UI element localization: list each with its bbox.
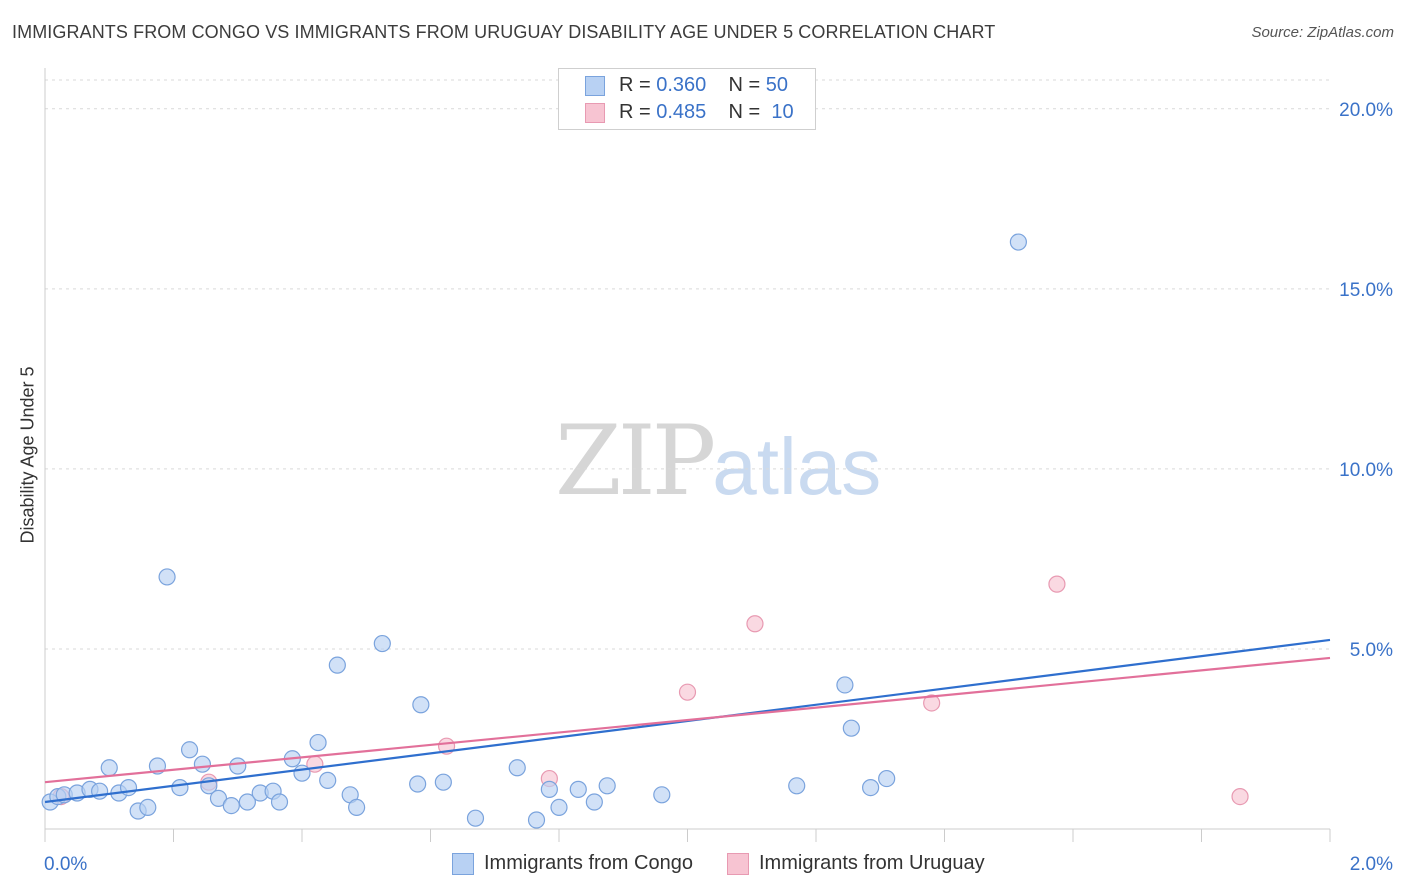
watermark-zip: ZIP [555,405,716,517]
congo-point [100,759,118,777]
congo-point [540,780,558,798]
axis-layer [44,68,1331,842]
congo-point [328,656,346,674]
legend-swatch-congo [585,76,605,96]
congo-point [527,811,546,829]
uruguay-point [678,683,697,701]
uruguay-point [746,615,764,633]
legend-text-congo: R = 0.360 N = 50 [619,74,788,97]
congo-point [862,778,880,797]
y-tick-label: 15.0% [1339,280,1393,301]
congo-point [1009,233,1027,251]
congo-point [293,764,311,782]
bottom-legend-swatch-congo [452,853,474,875]
source-label: Source: ZipAtlas.com [1251,24,1394,41]
x-tick-label: 2.0% [1350,854,1393,875]
n-label: N = [728,74,761,96]
congo-point [836,676,854,694]
r-label: R = [619,101,651,123]
congo-point [550,798,568,816]
watermark-atlas: atlas [712,422,882,511]
uruguay-point [1231,787,1249,806]
bottom-legend-label-congo: Immigrants from Congo [484,852,693,874]
legend-text-uruguay: R = 0.485 N = 10 [619,101,794,124]
congo-point [139,798,157,816]
x-tick-label: 0.0% [44,854,87,875]
n-value-uruguay: 10 [771,101,794,123]
y-tick-label: 5.0% [1350,640,1393,661]
bottom-legend-swatch-uruguay [727,853,749,875]
congo-point [222,796,240,815]
congo-point [653,786,671,804]
congo-point [180,741,199,759]
bottom-legend-label-uruguay: Immigrants from Uruguay [759,852,985,874]
r-label: R = [619,74,651,96]
y-tick-label: 20.0% [1339,100,1393,121]
congo-point [598,777,616,795]
congo-point [193,755,212,773]
chart-title: IMMIGRANTS FROM CONGO VS IMMIGRANTS FROM… [12,22,996,42]
congo-point [209,789,228,807]
congo-point [409,775,427,793]
n-label: N = [728,101,761,123]
congo-point [171,778,189,797]
r-value-uruguay: 0.485 [656,101,707,123]
y-tick-label: 10.0% [1339,460,1393,481]
congo-point [508,759,526,777]
correlation-legend: R = 0.360 N = 50 R = 0.485 N = 10 [558,68,816,130]
congo-point [319,771,337,789]
congo-point [585,793,603,811]
congo-point [309,733,327,752]
watermark: ZIPatlas [555,405,881,517]
congo-point [878,769,896,788]
uruguay-point [1048,575,1066,593]
y-axis-label: Disability Age Under 5 [17,366,38,544]
uruguay-point [923,694,941,712]
r-value-congo: 0.360 [656,74,707,96]
point-layer [41,233,1249,829]
congo-point [569,780,587,798]
congo-point [373,634,391,653]
congo-point [412,696,430,714]
n-value-congo: 50 [765,74,789,96]
congo-point [270,793,289,811]
legend-swatch-uruguay [585,103,605,123]
congo-point [842,719,860,737]
uruguay-trend-line [44,656,1331,784]
grid-layer [45,79,1330,650]
congo-point [466,809,485,827]
trend-layer [44,638,1331,804]
congo-point [434,773,452,791]
congo-point [238,793,256,811]
congo-point [229,757,247,775]
congo-point [348,798,366,816]
congo-point [158,568,176,586]
congo-point [788,777,806,795]
tick-label-layer: 5.0% 10.0% 15.0% 20.0% 0.0% 2.0% [44,100,1393,875]
